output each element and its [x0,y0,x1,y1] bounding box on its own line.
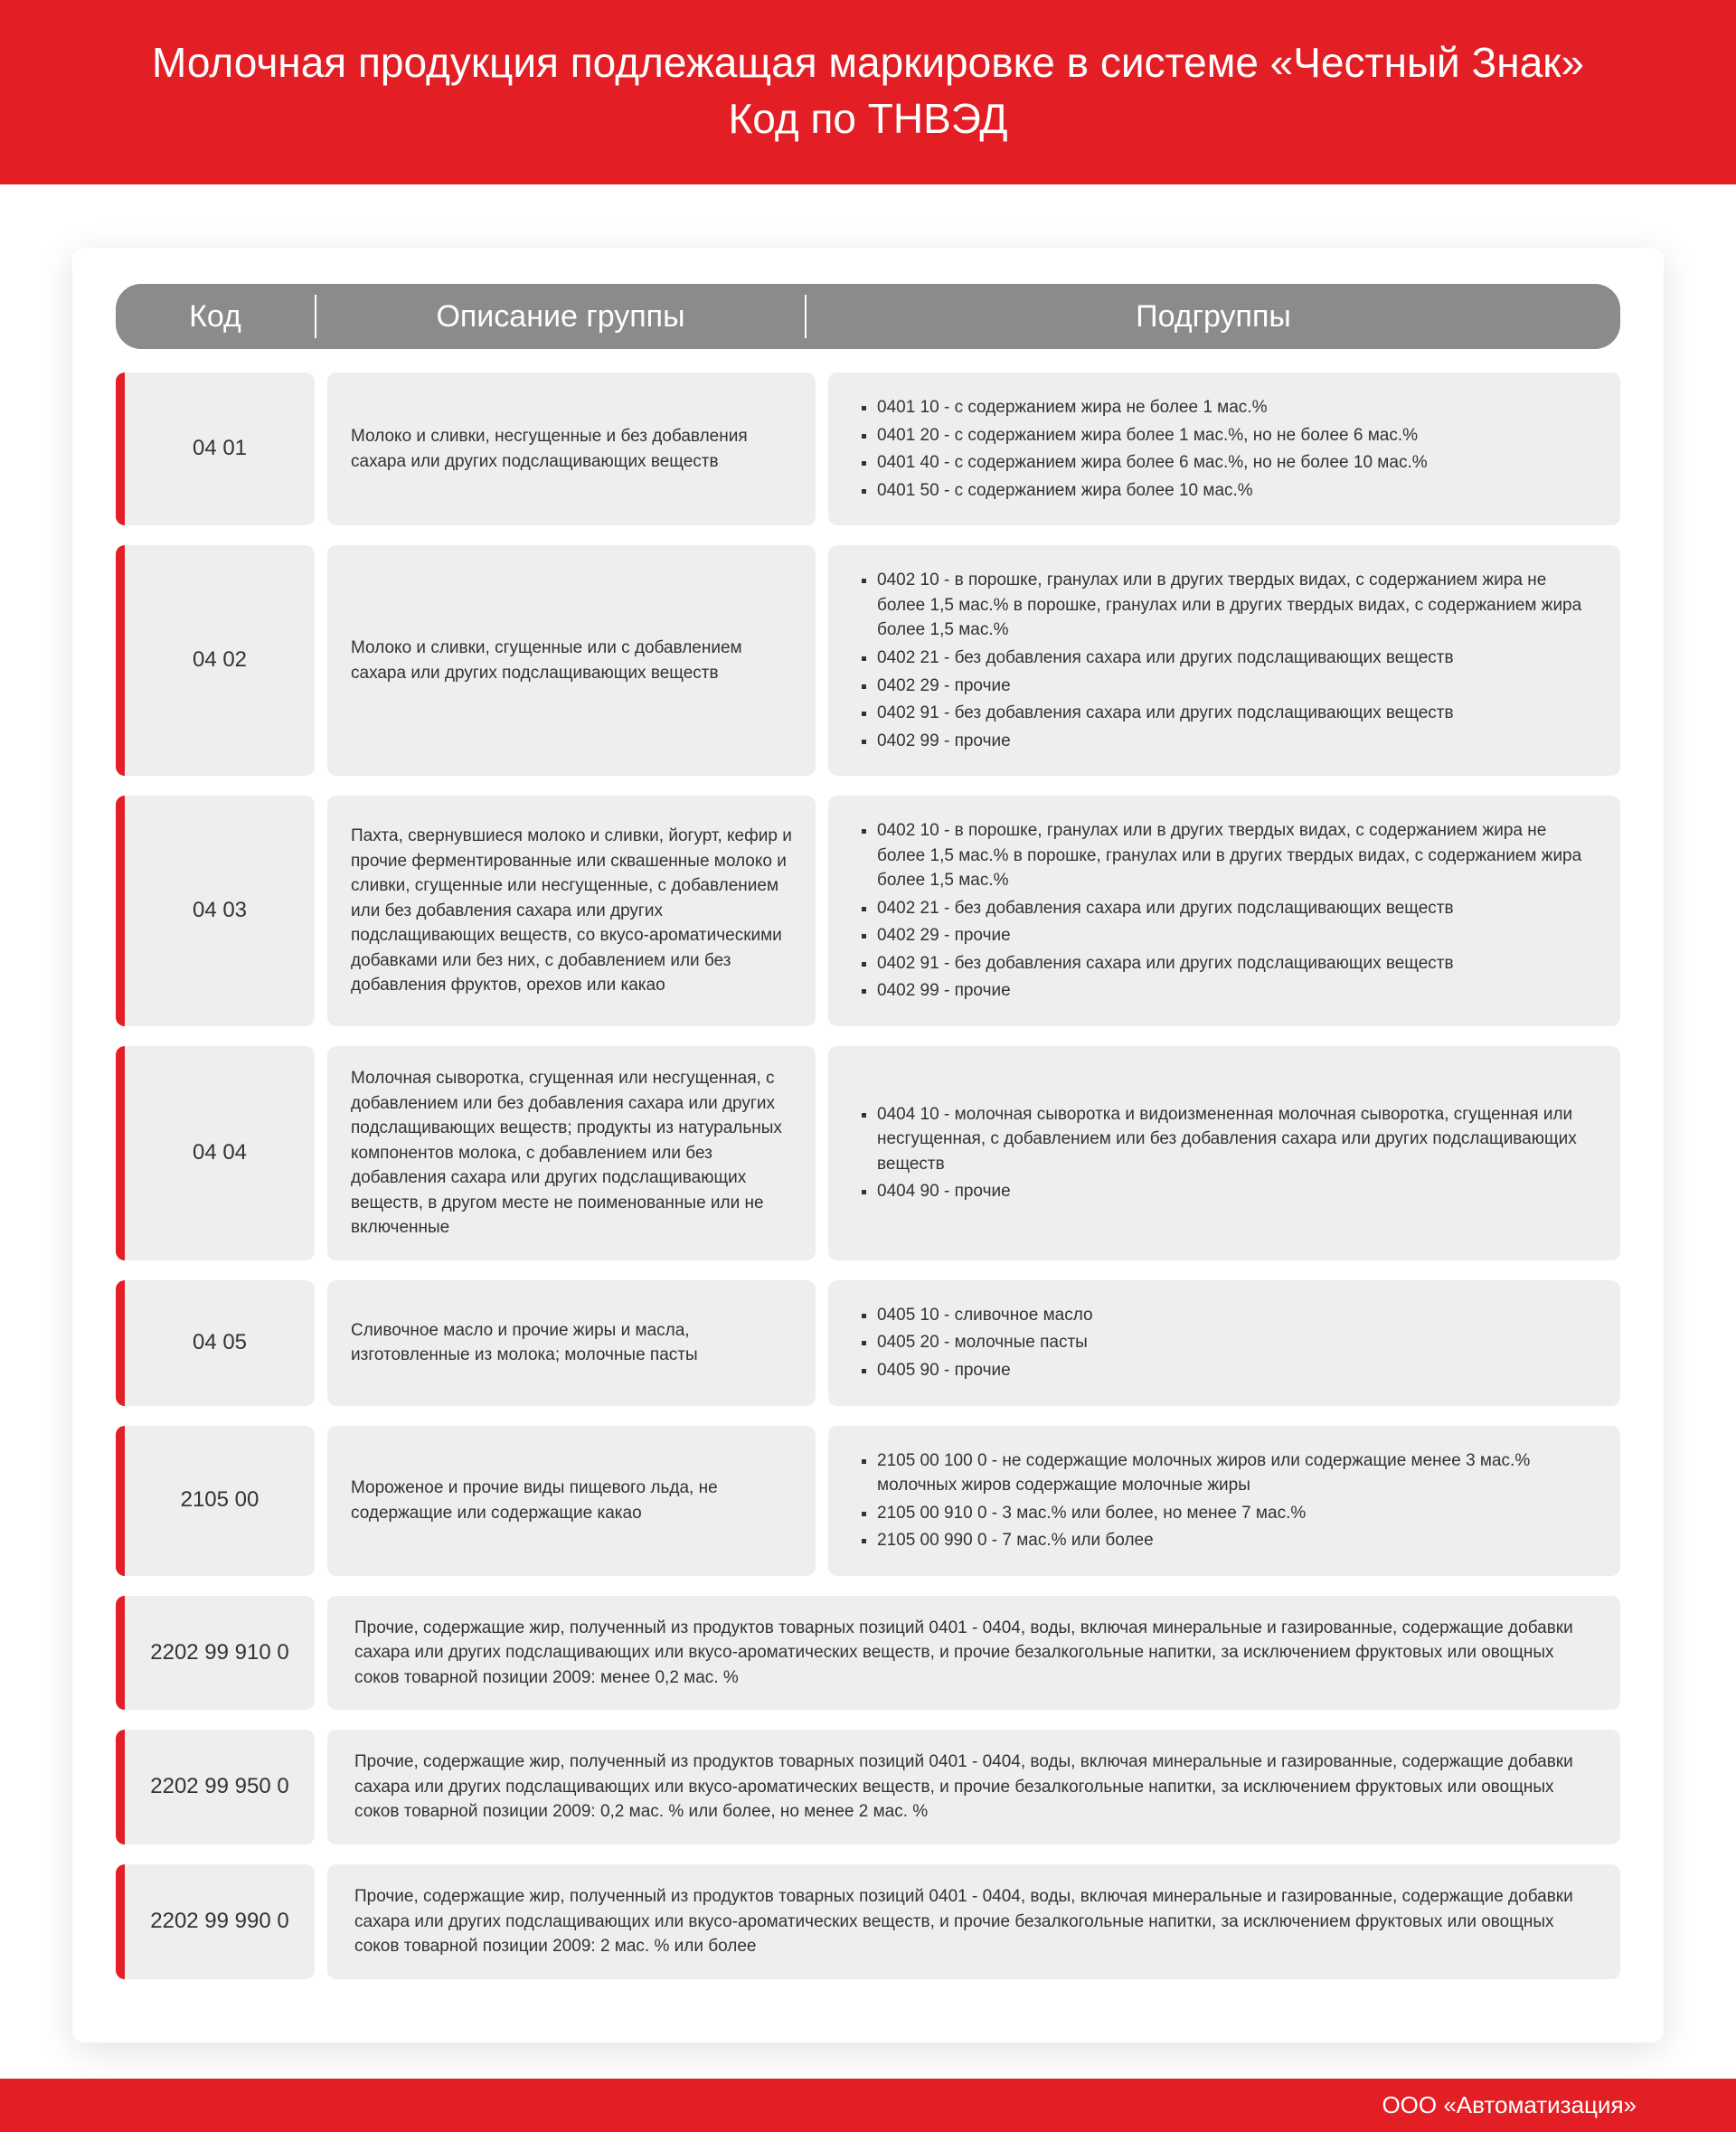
subgroup-item: 0405 10 - сливочное масло [877,1303,1593,1328]
subgroup-cell: 0405 10 - сливочное масло0405 20 - молоч… [828,1280,1620,1406]
table-row: 2202 99 950 0Прочие, содержащие жир, пол… [116,1730,1620,1844]
subgroup-cell: 0404 10 - молочная сыворотка и видоизмен… [828,1046,1620,1260]
subgroup-cell: 2105 00 100 0 - не содержащие молочных ж… [828,1426,1620,1576]
desc-cell: Сливочное масло и прочие жиры и масла, и… [327,1280,816,1406]
code-cell: 2202 99 910 0 [116,1596,315,1711]
subgroup-list: 0404 10 - молочная сыворотка и видоизмен… [855,1099,1593,1207]
title-bar: Молочная продукция подлежащая маркировке… [0,0,1736,184]
col-header-code: Код [116,284,315,349]
code-cell: 04 05 [116,1280,315,1406]
subgroup-item: 0405 20 - молочные пасты [877,1330,1593,1355]
subgroup-item: 0402 91 - без добавления сахара или друг… [877,701,1593,726]
code-cell: 2105 00 [116,1426,315,1576]
code-cell: 04 02 [116,545,315,776]
subgroup-item: 2105 00 100 0 - не содержащие молочных ж… [877,1448,1593,1498]
subgroup-list: 0402 10 - в порошке, гранулах или в друг… [855,565,1593,756]
code-cell: 2202 99 990 0 [116,1864,315,1979]
subgroup-item: 0404 10 - молочная сыворотка и видоизмен… [877,1102,1593,1177]
subgroup-cell: 0401 10 - с содержанием жира не более 1 … [828,373,1620,525]
subgroup-item: 0402 29 - прочие [877,923,1593,948]
subgroup-cell: 0402 10 - в порошке, гранулах или в друг… [828,796,1620,1026]
code-cell: 04 04 [116,1046,315,1260]
subgroup-item: 0402 99 - прочие [877,978,1593,1004]
code-cell: 04 01 [116,373,315,525]
footer-text: ООО «Автоматизация» [1382,2091,1637,2118]
code-cell: 04 03 [116,796,315,1026]
subgroup-item: 2105 00 990 0 - 7 мас.% или более [877,1528,1593,1553]
subgroup-item: 0404 90 - прочие [877,1179,1593,1204]
subgroup-item: 0401 40 - с содержанием жира более 6 мас… [877,450,1593,476]
subgroup-item: 2105 00 910 0 - 3 мас.% или более, но ме… [877,1501,1593,1526]
table-row: 04 05Сливочное масло и прочие жиры и мас… [116,1280,1620,1406]
subgroup-item: 0402 21 - без добавления сахара или друг… [877,646,1593,671]
table-row: 04 01Молоко и сливки, несгущенные и без … [116,373,1620,525]
subgroup-item: 0405 90 - прочие [877,1358,1593,1383]
desc-cell: Молоко и сливки, несгущенные и без добав… [327,373,816,525]
col-header-sub: Подгруппы [807,284,1620,349]
code-cell: 2202 99 950 0 [116,1730,315,1844]
title-line-1: Молочная продукция подлежащая маркировке… [54,34,1682,90]
desc-cell: Мороженое и прочие виды пищевого льда, н… [327,1426,816,1576]
subgroup-item: 0402 10 - в порошке, гранулах или в друг… [877,818,1593,893]
subgroup-item: 0402 91 - без добавления сахара или друг… [877,951,1593,976]
table-row: 2105 00Мороженое и прочие виды пищевого … [116,1426,1620,1576]
subgroup-item: 0402 21 - без добавления сахара или друг… [877,896,1593,921]
table-body: 04 01Молоко и сливки, несгущенные и без … [116,373,1620,1978]
table-row: 04 02Молоко и сливки, сгущенные или с до… [116,545,1620,776]
wide-desc-cell: Прочие, содержащие жир, полученный из пр… [327,1864,1620,1979]
wide-desc-cell: Прочие, содержащие жир, полученный из пр… [327,1596,1620,1711]
table-row: 04 04Молочная сыворотка, сгущенная или н… [116,1046,1620,1260]
subgroup-cell: 0402 10 - в порошке, гранулах или в друг… [828,545,1620,776]
subgroup-item: 0401 50 - с содержанием жира более 10 ма… [877,478,1593,504]
subgroup-list: 0402 10 - в порошке, гранулах или в друг… [855,816,1593,1006]
subgroup-list: 0405 10 - сливочное масло0405 20 - молоч… [855,1300,1593,1386]
table-panel: Код Описание группы Подгруппы 04 01Молок… [72,248,1664,2042]
subgroup-item: 0402 29 - прочие [877,674,1593,699]
desc-cell: Пахта, свернувшиеся молоко и сливки, йог… [327,796,816,1026]
subgroup-list: 0401 10 - с содержанием жира не более 1 … [855,392,1593,505]
subgroup-item: 0401 10 - с содержанием жира не более 1 … [877,395,1593,420]
wide-desc-cell: Прочие, содержащие жир, полученный из пр… [327,1730,1620,1844]
table-header: Код Описание группы Подгруппы [116,284,1620,349]
table-row: 04 03Пахта, свернувшиеся молоко и сливки… [116,796,1620,1026]
subgroup-item: 0402 99 - прочие [877,729,1593,754]
title-line-2: Код по ТНВЭД [54,90,1682,146]
subgroup-item: 0401 20 - с содержанием жира более 1 мас… [877,423,1593,448]
col-header-desc: Описание группы [316,284,805,349]
desc-cell: Молоко и сливки, сгущенные или с добавле… [327,545,816,776]
desc-cell: Молочная сыворотка, сгущенная или несгущ… [327,1046,816,1260]
table-row: 2202 99 910 0Прочие, содержащие жир, пол… [116,1596,1620,1711]
table-row: 2202 99 990 0Прочие, содержащие жир, пол… [116,1864,1620,1979]
footer-bar: ООО «Автоматизация» [0,2079,1736,2132]
subgroup-item: 0402 10 - в порошке, гранулах или в друг… [877,568,1593,643]
subgroup-list: 2105 00 100 0 - не содержащие молочных ж… [855,1446,1593,1556]
